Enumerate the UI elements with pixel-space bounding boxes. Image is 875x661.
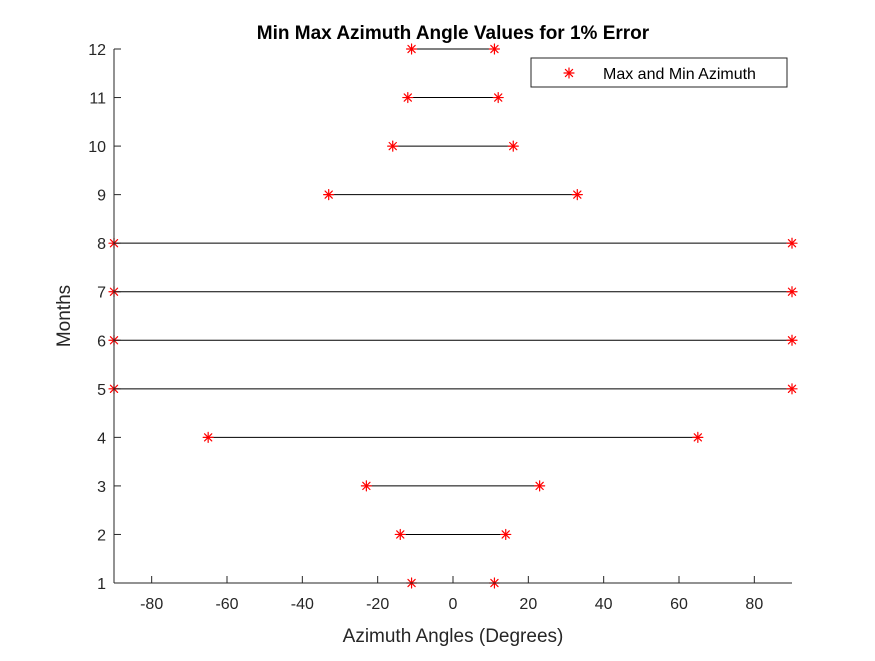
y-tick-label: 8	[97, 236, 106, 253]
y-tick-label: 3	[97, 479, 106, 496]
max-marker-month-12	[488, 43, 501, 55]
y-axis-label: Months	[54, 285, 75, 347]
legend-star-icon	[563, 67, 575, 79]
y-tick-label: 10	[88, 139, 106, 156]
x-tick-label: -60	[215, 596, 238, 613]
x-tick-label: 0	[449, 596, 458, 613]
min-marker-month-11	[402, 91, 414, 104]
legend: Max and Min Azimuth	[530, 57, 788, 88]
legend-entry-label: Max and Min Azimuth	[603, 66, 756, 83]
y-tick-label: 11	[89, 91, 106, 108]
y-tick-label: 7	[97, 285, 106, 302]
legend-marker-icon	[563, 67, 575, 79]
y-tick-label: 6	[97, 333, 106, 350]
x-tick-label: 60	[670, 596, 688, 613]
max-marker-month-9	[571, 189, 583, 201]
x-tick-label: -20	[366, 596, 389, 613]
y-tick-label: 5	[97, 382, 106, 399]
y-tick-label: 9	[97, 188, 106, 205]
max-marker-month-6	[786, 334, 798, 346]
x-axis-label: Azimuth Angles (Degrees)	[343, 626, 564, 647]
x-tick-label: 80	[745, 596, 763, 613]
range-lines	[114, 48, 792, 584]
y-tick-label: 1	[97, 576, 106, 593]
min-marker-month-4	[202, 431, 214, 443]
min-marker-month-3	[360, 480, 372, 492]
y-tick-label: 2	[97, 527, 106, 544]
min-marker-month-2	[394, 528, 406, 541]
max-marker-month-8	[786, 237, 798, 249]
min-marker-month-10	[387, 140, 399, 152]
x-tick-label: -40	[291, 596, 314, 613]
max-marker-month-11	[492, 91, 504, 104]
y-tick-label: 4	[97, 430, 106, 447]
max-marker-month-3	[534, 480, 546, 492]
x-tick-label: 40	[595, 596, 613, 613]
chart-title: Min Max Azimuth Angle Values for 1% Erro…	[257, 23, 650, 44]
max-marker-month-5	[786, 383, 798, 395]
max-marker-month-2	[500, 528, 512, 541]
y-tick-label: 12	[88, 42, 106, 59]
x-tick-label: 20	[519, 596, 537, 613]
min-marker-month-12	[405, 43, 418, 55]
x-tick-label: -80	[140, 596, 163, 613]
max-marker-month-10	[507, 140, 519, 152]
max-marker-month-4	[692, 431, 704, 443]
min-marker-month-9	[323, 189, 335, 201]
max-marker-month-7	[786, 286, 798, 298]
